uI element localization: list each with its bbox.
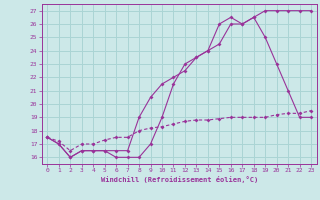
X-axis label: Windchill (Refroidissement éolien,°C): Windchill (Refroidissement éolien,°C) bbox=[100, 176, 258, 183]
